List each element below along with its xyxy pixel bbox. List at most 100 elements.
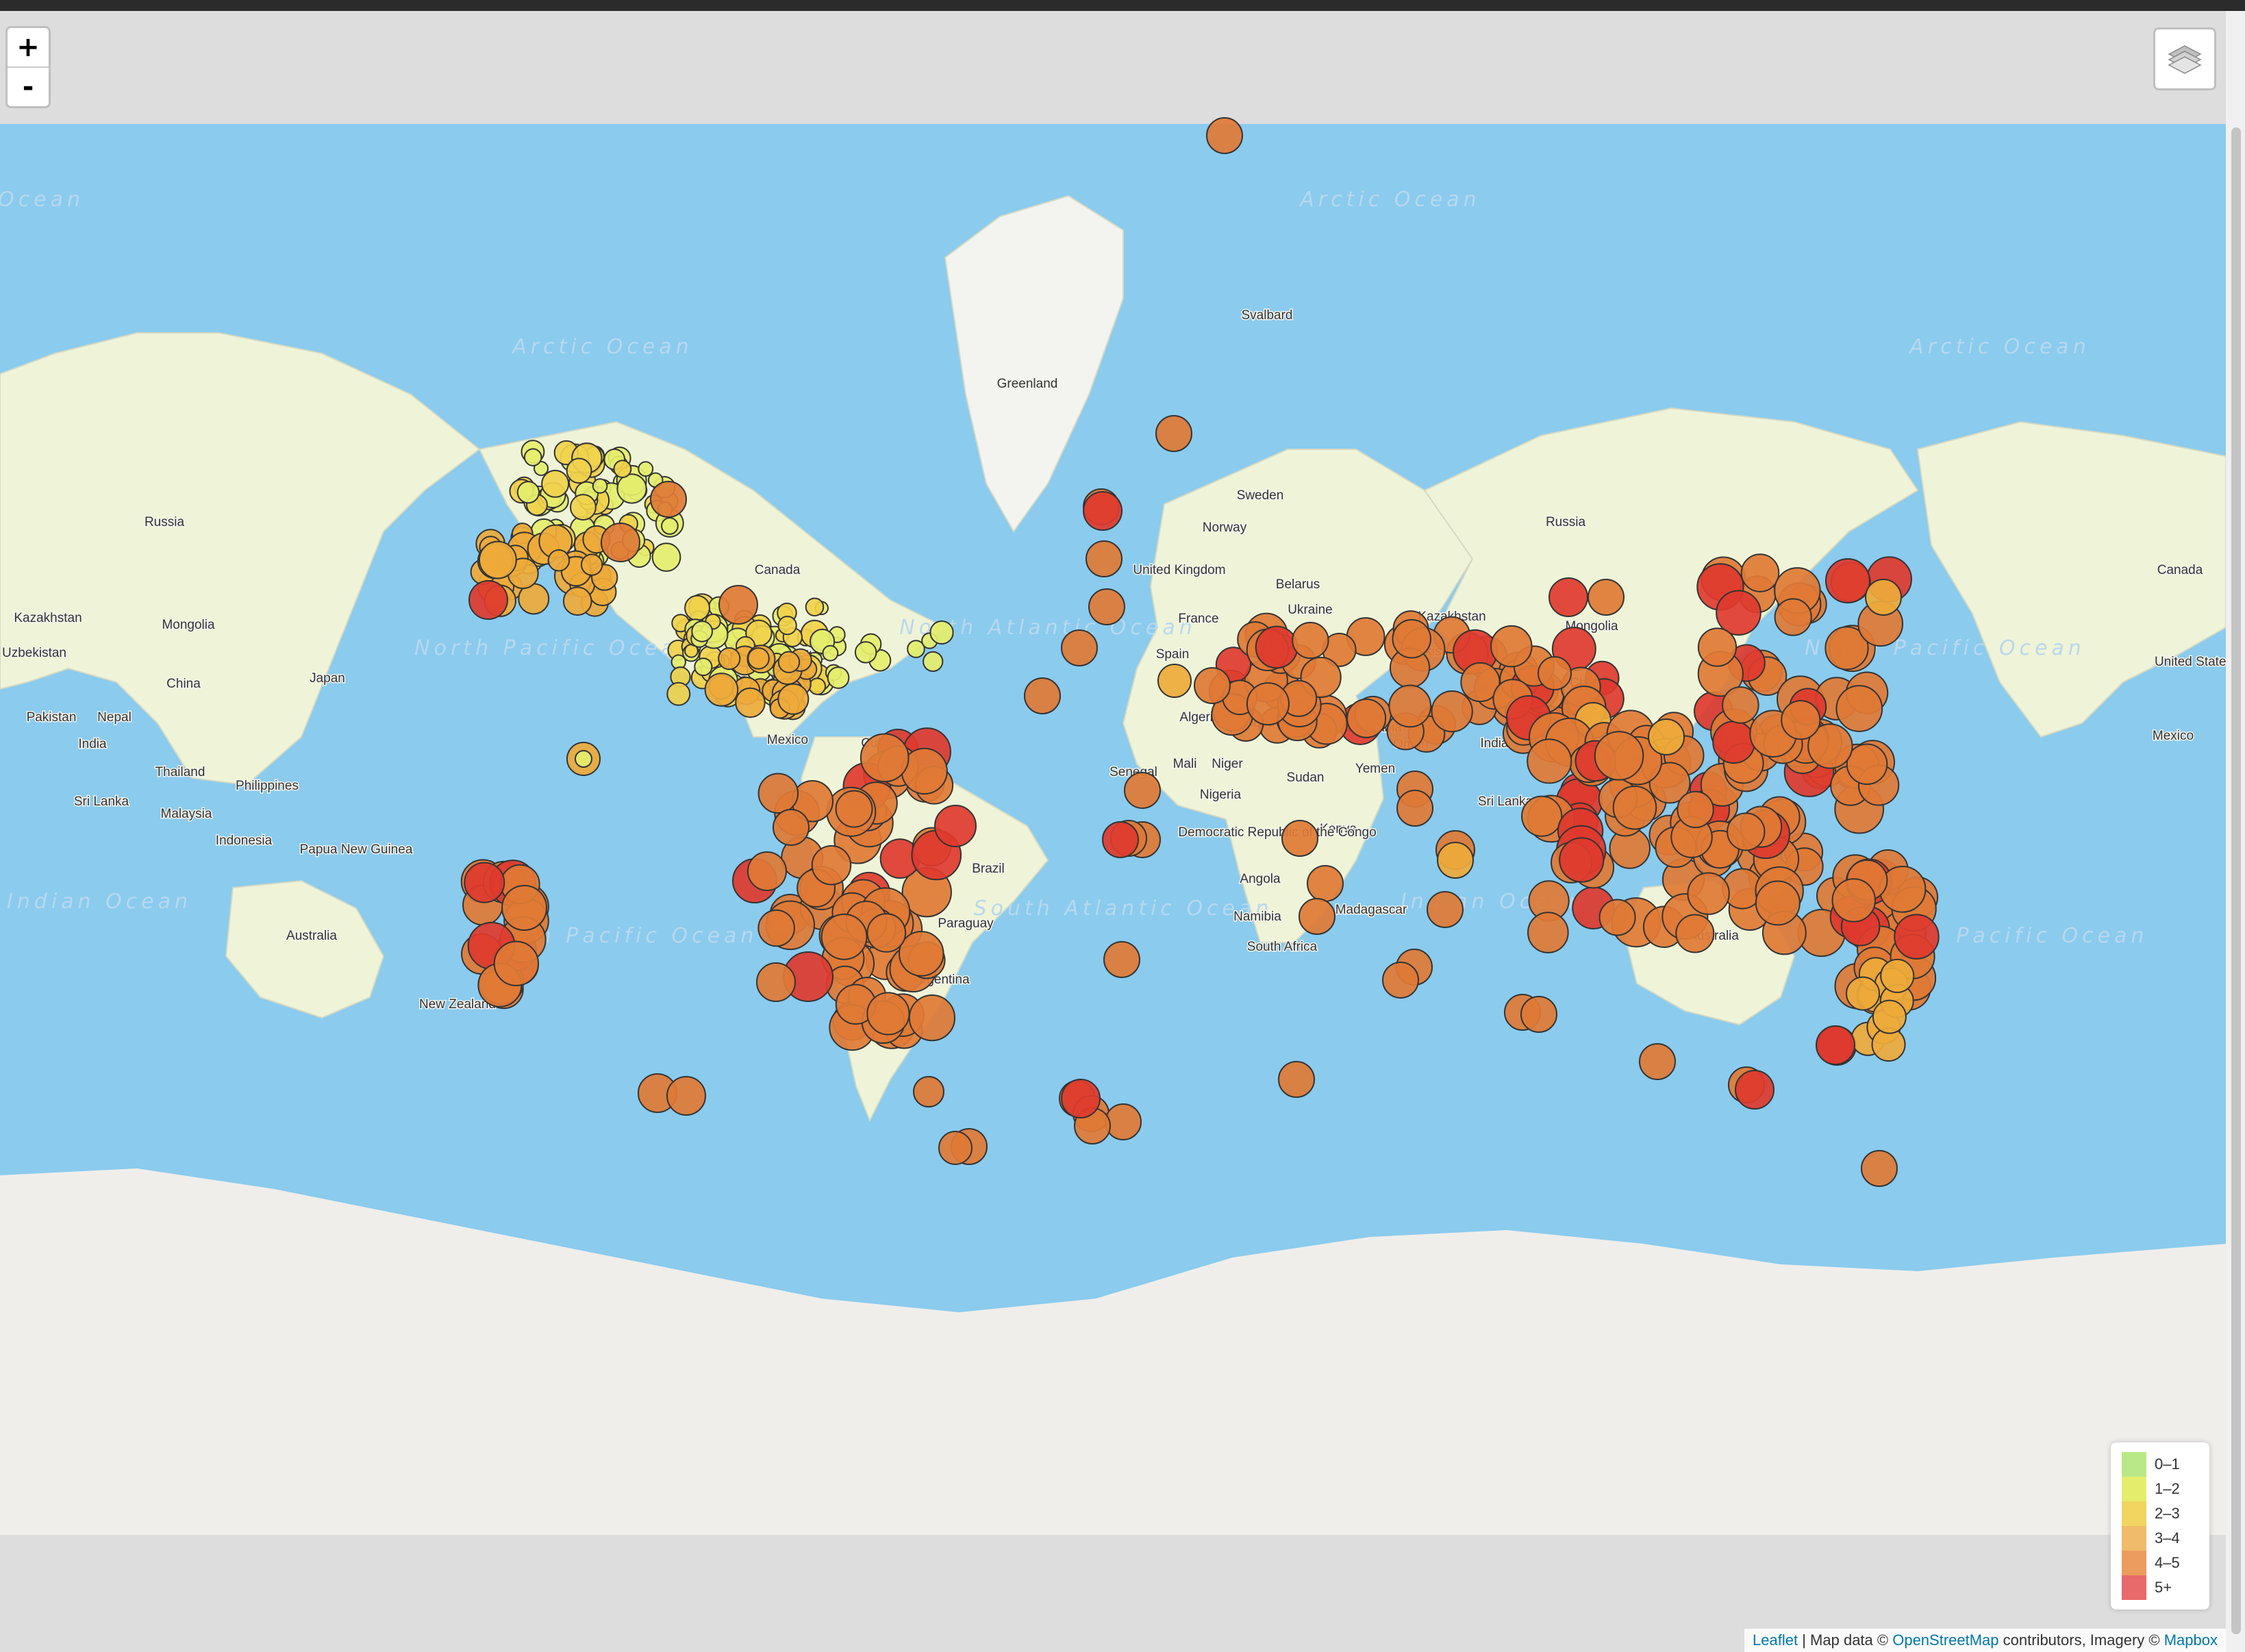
earthquake-marker[interactable] — [1392, 618, 1431, 659]
earthquake-marker[interactable] — [547, 549, 570, 572]
earthquake-marker[interactable] — [1520, 996, 1557, 1033]
basemap[interactable]: Ocean Arctic Ocean Arctic Ocean Arctic O… — [0, 11, 2226, 1652]
earthquake-marker[interactable] — [1346, 698, 1387, 738]
earthquake-marker[interactable] — [666, 681, 691, 706]
earthquake-marker[interactable] — [757, 909, 795, 947]
earthquake-marker[interactable] — [616, 473, 647, 504]
earthquake-marker[interactable] — [1588, 579, 1625, 616]
earthquake-marker[interactable] — [1825, 558, 1870, 603]
earthquake-marker[interactable] — [1061, 1079, 1101, 1118]
earthquake-marker[interactable] — [1278, 1061, 1315, 1098]
earthquake-marker[interactable] — [1460, 662, 1501, 703]
earthquake-marker[interactable] — [913, 1076, 944, 1107]
earthquake-marker[interactable] — [835, 790, 873, 828]
earthquake-marker[interactable] — [501, 884, 548, 931]
earthquake-marker[interactable] — [735, 687, 766, 718]
earthquake-marker[interactable] — [478, 540, 517, 579]
earthquake-marker[interactable] — [1437, 842, 1474, 879]
earthquake-marker[interactable] — [1527, 738, 1572, 784]
earthquake-marker[interactable] — [866, 992, 910, 1036]
earthquake-marker[interactable] — [923, 651, 944, 672]
earthquake-marker[interactable] — [1206, 117, 1243, 154]
earthquake-marker[interactable] — [592, 478, 608, 494]
earthquake-marker[interactable] — [1807, 723, 1853, 769]
earthquake-marker[interactable] — [1872, 999, 1907, 1034]
earthquake-marker[interactable] — [464, 862, 505, 903]
earthquake-marker[interactable] — [638, 461, 654, 477]
earthquake-marker[interactable] — [718, 585, 758, 625]
earthquake-marker[interactable] — [805, 597, 825, 617]
earthquake-markers[interactable] — [460, 117, 1940, 1187]
earthquake-marker[interactable] — [1735, 1070, 1774, 1110]
earthquake-marker[interactable] — [1774, 598, 1812, 636]
earthquake-marker[interactable] — [694, 658, 713, 677]
earthquake-marker[interactable] — [1880, 958, 1915, 993]
earthquake-marker[interactable] — [1861, 1150, 1898, 1187]
earthquake-marker[interactable] — [773, 809, 810, 846]
earthquake-marker[interactable] — [601, 523, 640, 562]
earthquake-marker[interactable] — [1639, 1043, 1676, 1080]
earthquake-marker[interactable] — [570, 494, 597, 521]
earthquake-marker[interactable] — [756, 962, 796, 1002]
leaflet-link[interactable]: Leaflet — [1753, 1631, 1798, 1649]
earthquake-marker[interactable] — [1521, 795, 1563, 837]
earthquake-marker[interactable] — [1194, 667, 1231, 704]
earthquake-marker[interactable] — [1246, 682, 1290, 726]
earthquake-marker[interactable] — [1427, 891, 1464, 928]
earthquake-marker[interactable] — [1712, 721, 1756, 764]
earthquake-marker[interactable] — [1255, 625, 1299, 669]
earthquake-marker[interactable] — [1594, 731, 1644, 781]
earthquake-marker[interactable] — [580, 553, 603, 576]
earthquake-marker[interactable] — [1538, 656, 1572, 690]
earthquake-marker[interactable] — [777, 616, 797, 636]
earthquake-marker[interactable] — [1396, 790, 1433, 827]
earthquake-marker[interactable] — [1894, 914, 1940, 960]
earthquake-marker[interactable] — [929, 620, 954, 645]
earthquake-marker[interactable] — [1548, 577, 1588, 617]
earthquake-marker[interactable] — [1490, 625, 1533, 668]
earthquake-marker[interactable] — [1716, 590, 1761, 636]
earthquake-marker[interactable] — [907, 640, 925, 658]
earthquake-marker[interactable] — [820, 913, 868, 960]
earthquake-marker[interactable] — [1382, 962, 1419, 999]
scrollbar-thumb[interactable] — [2231, 127, 2241, 1634]
earthquake-marker[interactable] — [1061, 629, 1098, 666]
earthquake-marker[interactable] — [541, 469, 570, 498]
earthquake-marker[interactable] — [661, 517, 679, 535]
earthquake-marker[interactable] — [1846, 976, 1881, 1011]
earthquake-marker[interactable] — [534, 460, 549, 476]
earthquake-marker[interactable] — [1281, 820, 1318, 857]
earthquake-marker[interactable] — [1083, 491, 1122, 531]
earthquake-marker[interactable] — [1307, 865, 1344, 902]
earthquake-marker[interactable] — [1124, 772, 1161, 809]
earthquake-marker[interactable] — [854, 641, 877, 664]
map-container[interactable]: Ocean Arctic Ocean Arctic Ocean Arctic O… — [0, 11, 2226, 1652]
earthquake-marker[interactable] — [1088, 588, 1125, 625]
scrollbar[interactable] — [2226, 11, 2245, 1652]
earthquake-marker[interactable] — [1835, 685, 1883, 732]
mapbox-link[interactable]: Mapbox — [2164, 1631, 2218, 1649]
earthquake-marker[interactable] — [691, 620, 714, 642]
earthquake-marker[interactable] — [1612, 785, 1657, 830]
layers-control-button[interactable] — [2153, 27, 2216, 90]
zoom-in-button[interactable]: + — [16, 32, 40, 63]
earthquake-marker[interactable] — [1388, 684, 1432, 728]
earthquake-marker[interactable] — [468, 580, 508, 620]
earthquake-marker[interactable] — [1831, 878, 1876, 923]
earthquake-marker[interactable] — [718, 647, 741, 671]
earthquake-marker[interactable] — [1103, 941, 1140, 978]
earthquake-marker[interactable] — [866, 913, 907, 953]
earthquake-marker[interactable] — [1865, 579, 1902, 616]
earthquake-marker[interactable] — [757, 773, 799, 814]
earthquake-marker[interactable] — [1559, 837, 1605, 883]
earthquake-marker[interactable] — [1105, 1103, 1142, 1140]
earthquake-marker[interactable] — [860, 733, 910, 783]
earthquake-marker[interactable] — [1527, 912, 1569, 953]
earthquake-marker[interactable] — [908, 994, 956, 1042]
earthquake-marker[interactable] — [1086, 540, 1122, 577]
earthquake-marker[interactable] — [898, 931, 944, 977]
earthquake-marker[interactable] — [1024, 677, 1061, 714]
earthquake-marker[interactable] — [938, 1131, 973, 1165]
earthquake-marker[interactable] — [1740, 553, 1780, 592]
earthquake-marker[interactable] — [777, 651, 801, 673]
